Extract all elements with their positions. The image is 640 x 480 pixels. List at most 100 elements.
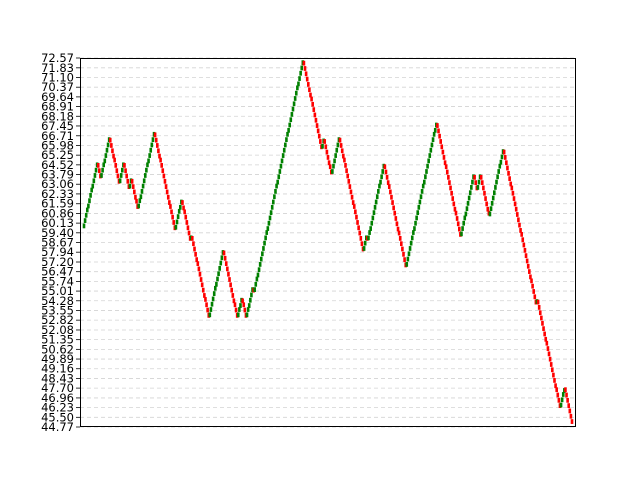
- down-brick: [458, 226, 461, 232]
- up-brick: [175, 219, 179, 225]
- up-brick: [477, 179, 481, 185]
- up-brick: [264, 235, 267, 241]
- up-brick: [289, 117, 293, 123]
- down-brick: [154, 137, 158, 143]
- y-tick-label: 50.62: [41, 342, 74, 356]
- down-brick: [532, 289, 535, 294]
- up-brick: [463, 215, 467, 221]
- down-brick: [483, 190, 486, 196]
- y-tick-label: 51.35: [41, 333, 74, 347]
- down-brick: [509, 181, 513, 187]
- down-brick: [340, 148, 344, 154]
- down-brick: [113, 157, 116, 163]
- down-brick: [555, 387, 558, 393]
- up-brick: [249, 297, 252, 303]
- up-brick: [246, 307, 250, 312]
- down-brick: [454, 210, 458, 216]
- up-brick: [82, 223, 86, 229]
- up-brick: [219, 260, 223, 266]
- up-brick: [422, 179, 426, 185]
- down-brick: [552, 372, 555, 378]
- up-brick: [336, 142, 340, 148]
- down-brick: [522, 242, 526, 248]
- y-tick-label: 68.18: [41, 109, 74, 123]
- up-brick: [499, 159, 503, 165]
- down-brick: [564, 387, 567, 393]
- down-brick: [203, 293, 206, 298]
- up-brick: [409, 240, 413, 246]
- down-brick: [226, 266, 229, 272]
- down-brick: [502, 149, 506, 155]
- down-brick: [398, 236, 402, 241]
- up-brick: [128, 183, 132, 189]
- up-brick: [263, 240, 266, 246]
- down-brick: [108, 137, 112, 143]
- down-brick: [486, 206, 490, 212]
- down-brick: [356, 220, 359, 225]
- down-brick: [547, 351, 551, 357]
- up-brick: [372, 210, 376, 216]
- up-brick: [254, 281, 258, 287]
- up-brick: [408, 246, 412, 251]
- down-brick: [195, 257, 198, 263]
- down-brick: [450, 190, 453, 196]
- up-brick: [381, 169, 385, 174]
- down-brick: [452, 201, 456, 207]
- down-brick: [385, 174, 389, 180]
- down-brick: [305, 76, 309, 82]
- up-brick: [412, 230, 415, 235]
- down-brick: [453, 206, 457, 212]
- down-brick: [163, 178, 167, 184]
- down-brick: [182, 205, 185, 211]
- down-brick: [485, 201, 488, 207]
- down-brick: [543, 331, 546, 337]
- down-brick: [513, 201, 517, 207]
- down-brick: [440, 144, 444, 150]
- up-brick: [139, 194, 143, 200]
- down-brick: [569, 413, 573, 419]
- up-brick: [414, 220, 417, 226]
- up-brick: [253, 287, 256, 293]
- down-brick: [201, 287, 205, 293]
- up-brick: [85, 207, 89, 213]
- up-brick: [363, 240, 367, 246]
- up-brick: [277, 174, 281, 180]
- y-tick-label: 49.16: [41, 362, 74, 376]
- up-brick: [462, 220, 465, 226]
- down-brick: [528, 269, 531, 274]
- down-brick: [512, 196, 516, 201]
- up-brick: [267, 220, 271, 226]
- down-brick: [403, 257, 406, 263]
- down-brick: [521, 237, 525, 243]
- up-brick: [236, 312, 240, 318]
- down-brick: [234, 307, 238, 313]
- down-brick: [339, 143, 343, 148]
- down-brick: [391, 200, 394, 205]
- down-brick: [193, 246, 196, 252]
- down-brick: [158, 153, 161, 159]
- up-brick: [239, 303, 242, 308]
- y-tick-label: 57.94: [41, 245, 74, 259]
- up-brick: [211, 296, 215, 302]
- up-brick: [426, 163, 429, 169]
- up-brick: [496, 174, 499, 180]
- up-brick: [275, 183, 278, 189]
- down-brick: [224, 261, 228, 266]
- up-brick: [362, 246, 366, 251]
- up-brick: [256, 272, 260, 278]
- up-brick: [379, 179, 382, 185]
- down-brick: [229, 282, 232, 288]
- y-tick-label: 49.89: [41, 352, 74, 366]
- down-brick: [194, 251, 197, 257]
- down-brick: [351, 200, 355, 205]
- up-brick: [367, 235, 370, 241]
- down-brick: [384, 169, 388, 175]
- up-brick: [146, 162, 149, 168]
- down-brick: [530, 278, 533, 284]
- down-brick: [131, 184, 135, 190]
- up-brick: [90, 187, 93, 193]
- down-brick: [455, 216, 459, 221]
- up-brick: [138, 198, 142, 204]
- up-brick: [209, 307, 213, 312]
- down-brick: [400, 241, 403, 247]
